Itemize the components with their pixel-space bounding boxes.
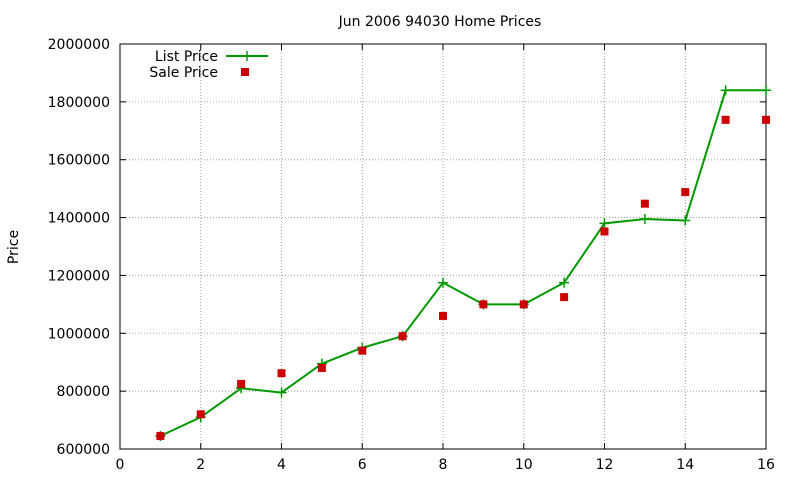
list-price-point [599, 218, 610, 229]
sale-price-point [317, 364, 326, 372]
sale-price-point [640, 199, 649, 208]
y-tick-label: 2000000 [48, 37, 110, 53]
sale-price-point [237, 379, 246, 388]
sale-price-point [681, 188, 690, 197]
x-tick-label: 2 [196, 457, 205, 473]
x-tick-label: 16 [757, 457, 775, 473]
sale-price-point [600, 227, 609, 236]
list-price-point [276, 387, 287, 398]
sale-price-point [358, 346, 367, 355]
x-tick-label: 10 [515, 457, 533, 473]
sale-price-point [721, 115, 730, 124]
sale-price-point [762, 115, 770, 124]
list-price-point [680, 215, 691, 226]
list-price-point [720, 85, 731, 96]
sale-price-point [560, 293, 569, 302]
list-price-point [559, 277, 570, 288]
legend-label: Sale Price [149, 65, 218, 81]
sale-price-point [439, 311, 447, 320]
y-tick-label: 1600000 [48, 153, 110, 169]
y-tick-label: 800000 [57, 384, 110, 400]
legend-label: List Price [155, 49, 218, 65]
grid-lines [120, 44, 766, 449]
y-tick-label: 1800000 [48, 95, 110, 111]
y-tick-label: 1200000 [48, 268, 110, 284]
x-tick-label: 0 [116, 457, 125, 473]
list-price-point [438, 277, 448, 288]
sale-price-point [277, 369, 286, 378]
x-tick-label: 8 [439, 457, 448, 473]
axis-ticks: 0 2 4 6 8 10 12 14 16 600000 800000 1000000 1200000 1… [48, 37, 775, 473]
sale-price-point [156, 431, 165, 440]
x-tick-label: 6 [358, 457, 367, 473]
list-price-point [639, 214, 650, 225]
series-layer [155, 85, 771, 441]
list-price-point [761, 85, 771, 96]
sale-price-point [196, 410, 205, 419]
y-tick-label: 600000 [57, 442, 110, 458]
sale-price-point [479, 300, 488, 309]
x-tick-label: 12 [596, 457, 614, 473]
x-tick-label: 4 [277, 457, 286, 473]
chart-title: Jun 2006 94030 Home Prices [338, 14, 542, 30]
x-tick-label: 14 [676, 457, 694, 473]
y-axis-label: Price [6, 230, 22, 264]
sale-price-point [519, 300, 528, 309]
legend-cross-marker [242, 51, 252, 61]
legend-square-marker [241, 68, 249, 76]
sale-price-point [398, 332, 407, 341]
y-tick-label: 1400000 [48, 211, 110, 227]
y-tick-label: 1000000 [48, 326, 110, 342]
list-price-line [159, 89, 766, 437]
